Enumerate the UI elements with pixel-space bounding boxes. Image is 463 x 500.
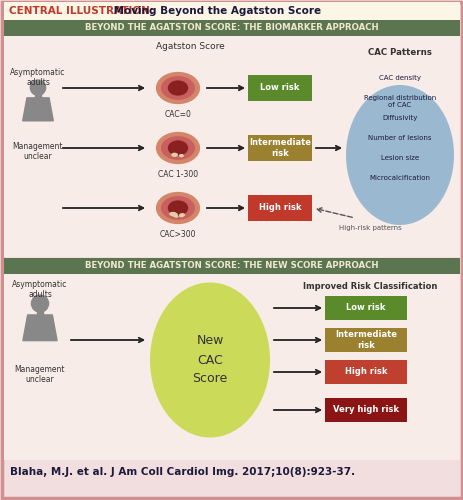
Text: BEYOND THE AGATSTON SCORE: THE NEW SCORE APPROACH: BEYOND THE AGATSTON SCORE: THE NEW SCORE… [85,262,378,270]
Text: Agatston Score: Agatston Score [155,42,224,51]
Ellipse shape [179,213,185,216]
Polygon shape [35,94,40,98]
Text: Moving Beyond the Agatston Score: Moving Beyond the Agatston Score [110,6,320,16]
Ellipse shape [169,212,176,216]
Polygon shape [23,315,57,340]
Text: Microcalcification: Microcalcification [369,175,430,181]
Text: Very high risk: Very high risk [332,406,398,414]
Bar [324,398,406,422]
Ellipse shape [168,80,188,96]
Bar [4,20,459,36]
Text: Low risk: Low risk [260,84,299,92]
Text: Intermediate
risk: Intermediate risk [334,330,396,349]
Text: CENTRAL ILLUSTRATION:: CENTRAL ILLUSTRATION: [9,6,154,16]
Bar [324,328,406,352]
Text: CAC Patterns: CAC Patterns [367,48,431,57]
Text: Number of lesions: Number of lesions [368,135,431,141]
Text: CAC>300: CAC>300 [159,230,196,239]
Bar [247,75,311,101]
Ellipse shape [178,154,183,158]
Text: Management
unclear: Management unclear [13,142,63,162]
Text: Asymptomatic
adults: Asymptomatic adults [10,68,66,87]
Ellipse shape [171,152,178,157]
Bar [4,258,459,460]
Bar [324,360,406,384]
Ellipse shape [345,85,453,225]
Ellipse shape [156,192,200,224]
Text: Low risk: Low risk [345,304,385,312]
Text: High-risk patterns: High-risk patterns [338,225,400,231]
Ellipse shape [171,212,178,217]
Text: Intermediate
risk: Intermediate risk [249,138,310,158]
Text: High risk: High risk [258,204,300,212]
Ellipse shape [156,132,200,164]
Text: High risk: High risk [344,368,387,376]
Text: Improved Risk Classification: Improved Risk Classification [302,282,436,291]
Bar [4,20,459,257]
Text: Regional distribution
of CAC: Regional distribution of CAC [363,95,435,108]
Ellipse shape [178,214,183,218]
Text: Blaha, M.J. et al. J Am Coll Cardiol Img. 2017;10(8):923-37.: Blaha, M.J. et al. J Am Coll Cardiol Img… [10,467,354,477]
Polygon shape [37,311,43,315]
Ellipse shape [161,76,194,100]
Ellipse shape [161,196,194,220]
Text: CAC density: CAC density [378,75,420,81]
Bar [4,258,459,274]
Bar [247,195,311,221]
Text: CAC=0: CAC=0 [164,110,191,119]
Polygon shape [23,98,53,121]
Ellipse shape [168,140,188,156]
Ellipse shape [168,200,188,216]
Text: New
CAC
Score: New CAC Score [192,334,227,386]
Text: Management
unclear: Management unclear [15,365,65,384]
Text: Lesion size: Lesion size [380,155,418,161]
Text: CAC 1-300: CAC 1-300 [157,170,198,179]
Ellipse shape [150,282,269,438]
Circle shape [30,80,45,96]
Bar [324,296,406,320]
Circle shape [31,295,49,312]
Text: BEYOND THE AGATSTON SCORE: THE BIOMARKER APPROACH: BEYOND THE AGATSTON SCORE: THE BIOMARKER… [85,24,378,32]
Text: Diffusivity: Diffusivity [382,115,417,121]
Ellipse shape [161,136,194,160]
Bar [4,2,459,20]
Ellipse shape [156,72,200,104]
Text: Asymptomatic
adults: Asymptomatic adults [13,280,68,299]
Ellipse shape [174,215,178,218]
Bar [247,135,311,161]
